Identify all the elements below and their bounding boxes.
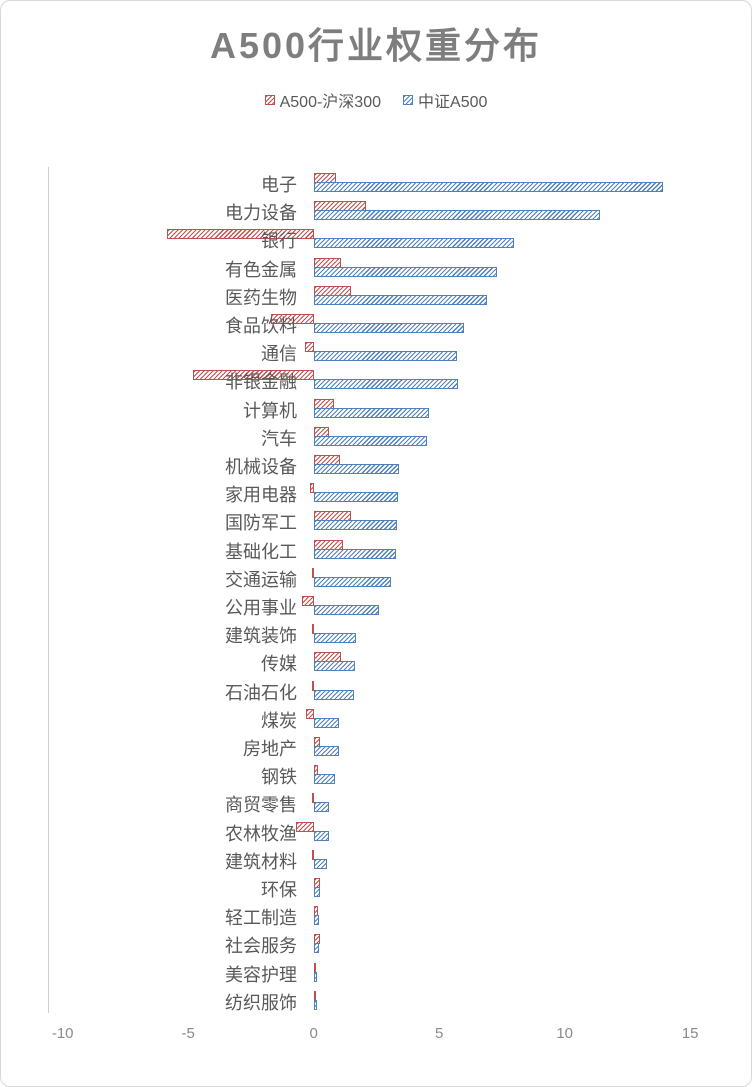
bar-weight-2 [313, 238, 515, 249]
bar-diff-19 [306, 708, 314, 719]
chart-title: A500行业权重分布 [209, 25, 543, 66]
legend-label-a500-minus-hs300: A500-沪深300 [279, 94, 382, 111]
bar-diff-15 [302, 596, 314, 606]
x-tick--10: -10 [51, 1025, 74, 1042]
bar-weight-5 [313, 323, 465, 333]
bar-weight-29 [313, 999, 317, 1010]
bar-weight-3 [313, 266, 497, 277]
category-label-10: 机械设备 [225, 457, 297, 477]
y-axis-line [48, 167, 49, 1013]
x-tick-0: 0 [309, 1025, 318, 1042]
bar-weight-9 [313, 435, 427, 446]
bar-diff-16 [311, 624, 314, 635]
bar-weight-18 [313, 689, 354, 700]
category-label-17: 传媒 [261, 654, 297, 675]
category-label-27: 社会服务 [225, 936, 297, 957]
bar-diff-18 [311, 680, 314, 691]
category-label-26: 轻工制造 [225, 908, 297, 929]
bar-weight-23 [313, 830, 329, 841]
legend: A500-沪深300 中证A500 [1, 88, 751, 112]
bar-weight-22 [313, 802, 329, 813]
bar-diff-5 [271, 314, 314, 324]
category-label-28: 美容护理 [225, 964, 297, 985]
category-label-4: 医药生物 [225, 287, 297, 308]
bar-diff-7 [193, 370, 314, 381]
bar-weight-20 [313, 746, 339, 756]
legend-label-csi-a500: 中证A500 [418, 94, 488, 111]
bar-weight-27 [313, 943, 319, 954]
category-label-13: 基础化工 [225, 541, 297, 562]
bar-weight-11 [313, 492, 398, 503]
bar-weight-14 [313, 576, 392, 587]
category-label-25: 环保 [261, 880, 297, 900]
category-label-6: 通信 [261, 344, 297, 365]
bar-weight-8 [313, 407, 430, 418]
category-label-12: 国防军工 [225, 513, 297, 534]
category-label-15: 公用事业 [225, 598, 297, 618]
category-label-16: 建筑装饰 [225, 626, 297, 647]
category-label-7: 非银金融 [225, 372, 297, 393]
bar-weight-13 [313, 548, 396, 559]
bar-weight-21 [313, 774, 336, 785]
bar-diff-6 [305, 342, 314, 353]
bar-weight-16 [313, 633, 357, 644]
bar-weight-19 [313, 717, 339, 728]
bar-weight-25 [313, 887, 320, 897]
category-label-19: 煤炭 [261, 710, 297, 731]
category-label-24: 建筑材料 [225, 851, 297, 872]
x-tick-5: 5 [435, 1025, 444, 1042]
category-label-18: 石油石化 [225, 682, 297, 703]
x-tick--5: -5 [181, 1025, 195, 1042]
bar-weight-24 [313, 858, 328, 869]
category-label-8: 计算机 [243, 400, 297, 421]
category-label-21: 钢铁 [261, 767, 297, 788]
category-label-3: 有色金属 [225, 259, 297, 280]
bar-weight-4 [313, 294, 487, 305]
bar-diff-23 [296, 821, 314, 832]
category-label-5: 食品饮料 [225, 316, 297, 336]
bar-weight-1 [313, 210, 600, 221]
category-label-22: 商贸零售 [225, 795, 297, 816]
bar-diff-14 [311, 567, 314, 578]
bar-diff-24 [311, 849, 314, 860]
category-label-14: 交通运输 [225, 569, 297, 590]
category-label-23: 农林牧渔 [225, 823, 297, 844]
bar-weight-7 [313, 379, 458, 390]
bar-weight-17 [313, 661, 356, 672]
category-label-9: 汽车 [261, 428, 297, 449]
bar-weight-12 [313, 520, 397, 531]
category-label-29: 纺织服饰 [225, 992, 297, 1013]
x-tick-10: 10 [556, 1025, 574, 1042]
bar-diff-2 [166, 229, 314, 240]
category-label-1: 电力设备 [225, 203, 297, 224]
bar-diff-11 [309, 483, 314, 494]
category-label-0: 电子 [261, 175, 297, 195]
bar-diff-22 [311, 793, 314, 804]
category-label-20: 房地产 [243, 739, 297, 759]
category-label-2: 银行 [261, 231, 297, 252]
category-label-11: 家用电器 [225, 485, 297, 506]
bar-weight-10 [313, 464, 400, 474]
bar-weight-0 [313, 182, 663, 192]
legend-swatch-red [264, 95, 275, 105]
bar-weight-26 [313, 915, 319, 926]
legend-swatch-blue [403, 95, 414, 105]
bar-weight-15 [313, 605, 379, 615]
bar-weight-6 [313, 351, 457, 362]
legend-item-a500-minus-hs300[interactable]: A500-沪深300 [264, 88, 382, 112]
x-tick-15: 15 [681, 1025, 699, 1042]
bar-weight-28 [313, 971, 317, 982]
legend-item-csi-a500[interactable]: 中证A500 [403, 88, 487, 112]
